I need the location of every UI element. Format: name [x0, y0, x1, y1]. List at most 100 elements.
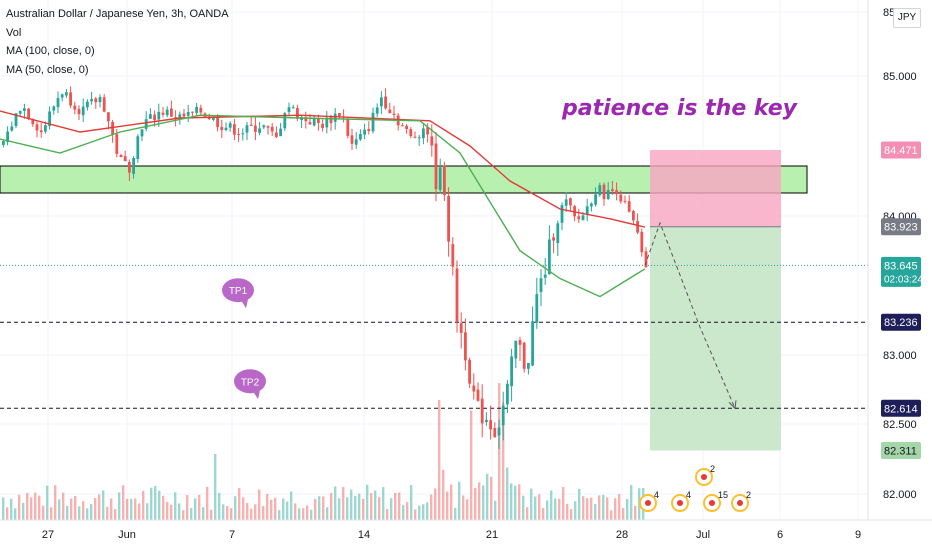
candle: [556, 220, 560, 256]
volume-bar: [126, 498, 129, 520]
candle: [459, 312, 463, 349]
candle-body: [111, 121, 114, 135]
volume-bar: [370, 493, 373, 520]
candle-body: [35, 124, 39, 131]
volume-bar: [362, 498, 365, 520]
candle: [2, 140, 5, 148]
volume-bar: [310, 509, 313, 520]
candle: [18, 110, 22, 116]
candle-body: [527, 363, 530, 369]
candle: [405, 123, 408, 134]
volume-bar: [522, 495, 525, 520]
candle: [413, 131, 417, 139]
volume-bar: [34, 492, 37, 520]
candle-body: [170, 108, 173, 117]
volume-bar: [2, 497, 5, 520]
volume-bar: [618, 494, 621, 520]
candle-body: [606, 190, 610, 199]
volume-bar: [498, 383, 501, 520]
price-axis-tag-text: 82.614: [884, 403, 918, 415]
volume-bar: [434, 488, 437, 520]
candle-body: [333, 113, 337, 122]
candle: [119, 153, 123, 158]
candle-body: [468, 359, 471, 384]
candle-body: [636, 221, 639, 233]
candle-body: [531, 321, 534, 366]
volume-bar: [470, 410, 473, 520]
volume-bar: [162, 495, 165, 520]
volume-bar: [486, 473, 489, 520]
candle: [468, 357, 471, 388]
volume-bar: [322, 496, 325, 520]
volume-bar: [22, 502, 25, 520]
candle: [220, 119, 224, 139]
volume-bar: [506, 467, 509, 520]
volume-bar: [174, 492, 177, 520]
candle: [522, 341, 526, 373]
volume-bar: [330, 492, 333, 520]
candle: [485, 412, 488, 426]
volume-bar: [142, 490, 145, 520]
volume-bar: [134, 498, 137, 520]
event-marker-dot: [645, 500, 651, 506]
volume-bar: [42, 505, 45, 520]
candle-body: [249, 124, 253, 126]
candle-body: [338, 113, 341, 117]
candle: [569, 197, 572, 212]
candle-body: [308, 122, 312, 125]
candle-body: [115, 134, 119, 154]
volume-bar: [414, 509, 417, 520]
candle: [380, 91, 383, 115]
candle-body: [90, 99, 93, 102]
volume-bar: [230, 508, 233, 520]
candle: [577, 208, 581, 224]
candle-body: [325, 117, 329, 128]
candle: [228, 121, 232, 132]
candle-body: [354, 139, 358, 145]
volume-bar: [286, 501, 289, 520]
candle-body: [182, 113, 186, 117]
candle-body: [598, 185, 602, 196]
candle-body: [434, 143, 438, 190]
volume-bar: [18, 494, 21, 520]
volume-bar: [146, 503, 149, 520]
candle-body: [514, 340, 518, 359]
candle: [325, 110, 329, 134]
volume-bar: [94, 497, 97, 520]
take-profit-zone: [650, 226, 781, 451]
volume-bar: [270, 499, 273, 520]
candle-body: [375, 107, 379, 114]
candle: [65, 88, 68, 98]
candle-body: [602, 184, 606, 200]
event-marker-dot: [737, 500, 743, 506]
currency-button[interactable]: JPY: [893, 8, 921, 28]
candle: [170, 100, 173, 117]
legend-vol: Vol: [6, 26, 22, 39]
candle-body: [132, 158, 135, 174]
x-tick-label: 9: [855, 529, 861, 541]
candle: [123, 150, 127, 162]
candle-body: [291, 107, 295, 109]
volume-bar: [290, 491, 293, 520]
tp-bubble: [222, 278, 254, 303]
volume-bar: [274, 497, 277, 520]
volume-bar: [122, 485, 125, 520]
volume-bar: [14, 508, 17, 520]
candle-body: [149, 114, 152, 119]
candle-body: [18, 110, 22, 114]
projection-path: [644, 221, 737, 410]
volume-bar: [246, 503, 249, 520]
candle: [560, 202, 564, 231]
event-marker: 2: [731, 490, 751, 512]
volume-bar: [382, 487, 385, 520]
candle: [422, 124, 425, 145]
candle-body: [564, 199, 568, 206]
candle-body: [611, 189, 614, 191]
candle: [86, 99, 89, 111]
candle-body: [359, 134, 362, 140]
volume-bar: [102, 490, 105, 520]
volume-bar: [558, 498, 561, 520]
candle: [619, 190, 623, 204]
candle-body: [191, 111, 194, 113]
